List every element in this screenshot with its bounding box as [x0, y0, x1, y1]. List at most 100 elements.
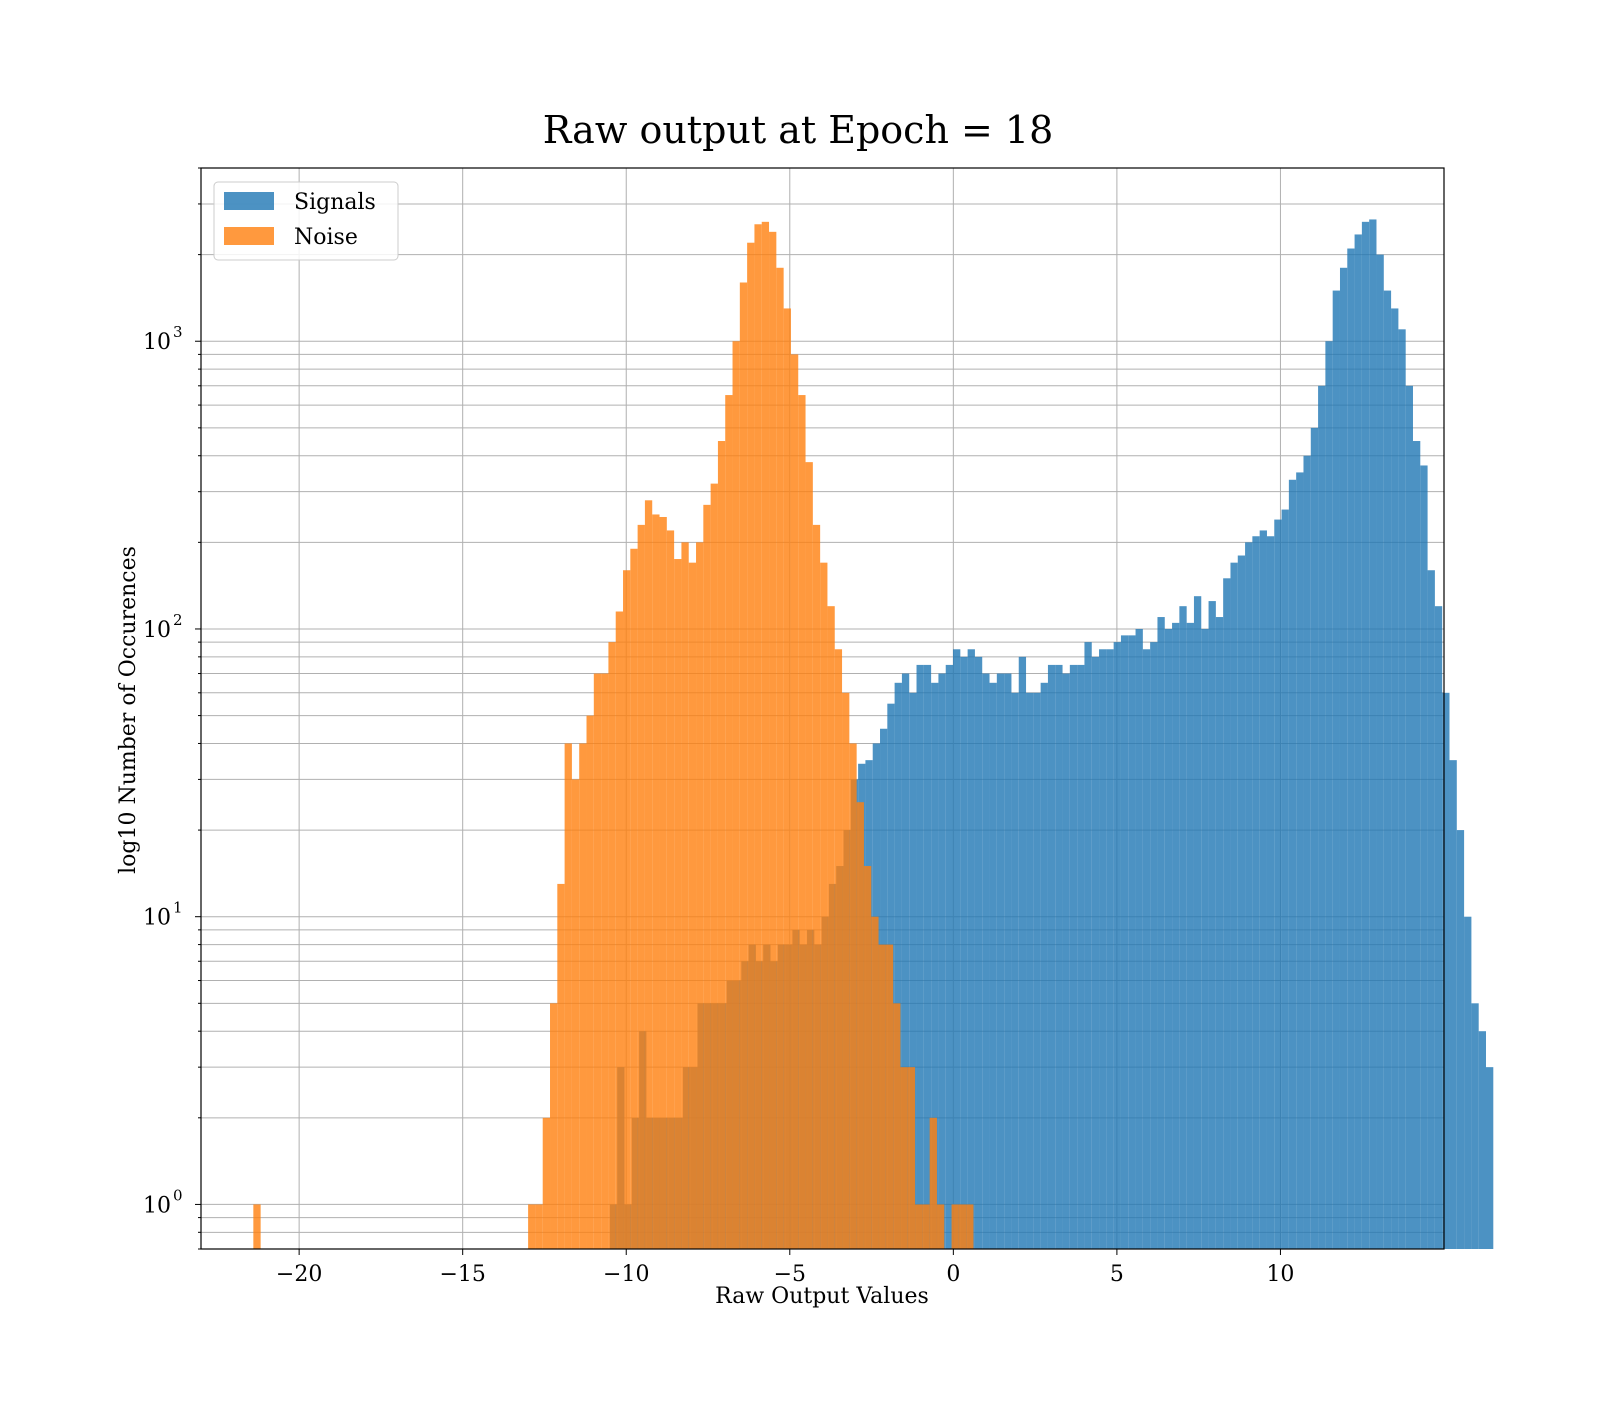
histogram-bar-noise	[637, 524, 645, 1249]
histogram-bar-signals	[1245, 542, 1253, 1249]
histogram-bar-noise	[652, 514, 660, 1249]
histogram-bar-noise	[761, 221, 770, 1250]
histogram-bar-noise	[878, 944, 886, 1249]
histogram-bar-signals	[1172, 622, 1180, 1249]
histogram-bar-noise	[535, 1204, 543, 1249]
histogram-bar-noise	[666, 530, 675, 1249]
x-tick-label: 0	[946, 1262, 960, 1287]
histogram-bar-signals	[1398, 329, 1406, 1249]
histogram-bar-signals	[923, 664, 932, 1249]
histogram-bar-noise	[936, 1204, 945, 1249]
histogram-bar-signals	[1033, 692, 1041, 1249]
histogram-bar-noise	[754, 224, 762, 1249]
histogram-bar-noise	[812, 524, 821, 1249]
histogram-bar-signals	[1405, 385, 1413, 1249]
histogram-bar-signals	[960, 656, 968, 1249]
histogram-bar-signals	[1288, 479, 1297, 1249]
y-tick-label-exponent: 2	[173, 611, 183, 629]
histogram-bar-noise	[703, 504, 711, 1250]
histogram-bar-signals	[1252, 536, 1260, 1249]
histogram-bar-signals	[1099, 649, 1107, 1249]
histogram-bar-signals	[1310, 427, 1319, 1250]
histogram-bar-noise	[601, 673, 609, 1249]
histogram-bar-signals	[1266, 536, 1275, 1249]
y-axis-label: log10 Number of Occurences	[116, 546, 141, 874]
histogram-bar-noise	[630, 548, 638, 1249]
y-tick-label: 10	[143, 1193, 171, 1218]
histogram-bar-noise	[564, 743, 572, 1249]
x-tick-label: −10	[603, 1262, 649, 1287]
y-tick-label: 10	[143, 618, 171, 643]
x-tick-label: −20	[276, 1262, 322, 1287]
histogram-bar-noise	[725, 395, 733, 1249]
histogram-bar-signals	[1201, 628, 1209, 1249]
histogram-bar-signals	[1077, 664, 1085, 1249]
histogram-bar-signals	[989, 682, 997, 1249]
histogram-bar-signals	[1464, 916, 1472, 1249]
histogram-bar-noise	[659, 516, 667, 1249]
histogram-bar-signals	[1223, 578, 1231, 1249]
y-tick-label-exponent: 1	[173, 899, 183, 917]
histogram-bar-noise	[696, 542, 704, 1249]
histogram-bar-noise	[827, 606, 835, 1249]
x-tick-label: 10	[1266, 1262, 1294, 1287]
histogram-bar-signals	[1325, 341, 1333, 1250]
histogram-bar-noise	[929, 1117, 937, 1249]
histogram-bar-noise	[871, 916, 879, 1249]
histogram-bar-signals	[1047, 664, 1056, 1249]
histogram-bar-noise	[820, 562, 828, 1249]
histogram-bar-signals	[1164, 628, 1173, 1249]
histogram-bar-noise	[951, 1204, 959, 1249]
histogram-bar-signals	[1420, 465, 1428, 1250]
histogram-bar-signals	[1281, 509, 1289, 1249]
histogram-bar-noise	[842, 692, 850, 1249]
histogram-bar-signals	[1237, 555, 1246, 1249]
histogram-bar-signals	[1157, 617, 1165, 1249]
histogram-bar-signals	[1135, 628, 1143, 1249]
histogram-bar-noise	[717, 441, 726, 1249]
histogram-bar-noise	[593, 673, 602, 1249]
histogram-bar-signals	[1193, 596, 1202, 1249]
histogram-bar-noise	[571, 779, 580, 1249]
histogram-bar-noise	[849, 743, 857, 1249]
histogram-bar-signals	[909, 692, 917, 1249]
histogram-bar-signals	[1471, 1003, 1479, 1249]
histogram-bar-noise	[790, 354, 799, 1249]
histogram-bar-noise	[834, 649, 843, 1249]
y-tick-label: 10	[143, 906, 171, 931]
histogram-bar-noise	[688, 562, 697, 1249]
histogram-bar-signals	[1434, 606, 1443, 1249]
x-tick-label: −15	[439, 1262, 485, 1287]
legend-swatch-signals	[224, 192, 274, 210]
legend[interactable]: Signals Noise	[213, 181, 399, 261]
histogram-bar-noise	[900, 1067, 908, 1249]
histogram-bar-noise	[747, 242, 755, 1249]
histogram-bar-noise	[776, 267, 784, 1249]
histogram-bar-signals	[1011, 692, 1019, 1249]
histogram-bar-signals	[1376, 254, 1384, 1249]
histogram-bar-noise	[623, 570, 631, 1249]
histogram-bar-outlier	[253, 1204, 261, 1249]
y-tick-label: 10	[143, 330, 171, 355]
x-tick-label: 5	[1110, 1262, 1124, 1287]
histogram-bar-signals	[1120, 635, 1129, 1249]
histogram-bar-signals	[1055, 664, 1063, 1249]
histogram-bar-signals	[1091, 656, 1100, 1249]
histogram-bar-noise	[550, 1003, 558, 1249]
histogram-bar-signals	[982, 673, 990, 1249]
histogram-bar-signals	[1296, 472, 1304, 1249]
plot-frame	[200, 167, 1445, 1250]
histogram-bar-noise	[769, 231, 777, 1249]
histogram-bar-signals	[967, 649, 975, 1249]
histogram-bar-noise	[586, 715, 594, 1249]
histogram-bar-signals	[1186, 622, 1194, 1249]
histogram-bar-signals	[1354, 234, 1362, 1249]
histogram-bar-signals	[1018, 656, 1027, 1249]
histogram-bar-signals	[931, 682, 939, 1249]
histogram-bar-signals	[1062, 673, 1070, 1249]
histogram-bar-noise	[710, 483, 718, 1249]
histogram-bar-noise	[966, 1204, 974, 1249]
